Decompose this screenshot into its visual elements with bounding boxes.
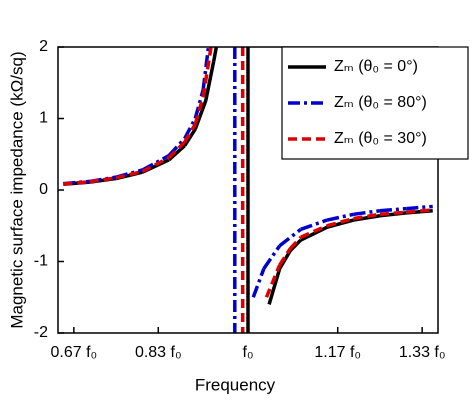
line-segment: [251, 268, 266, 298]
legend-label: Zₘ (θ₀ = 80°): [334, 94, 427, 111]
y-tick-label: 1: [39, 110, 48, 127]
line-segment: [406, 208, 433, 214]
y-tick-label: 0: [39, 181, 48, 198]
line-segment: [353, 212, 381, 221]
line-segment: [326, 216, 355, 228]
line-segment: [193, 96, 205, 125]
line-segment: [167, 140, 186, 160]
line-segment: [379, 206, 407, 213]
line-segment: [267, 268, 282, 305]
x-tick-label: f₀: [242, 344, 253, 361]
x-axis-label: Frequency: [195, 375, 276, 394]
line-segment: [211, 46, 219, 62]
y-axis-label: Magnetic surface impedance (kΩ/sq): [7, 51, 26, 328]
x-tick-label: 1.33 f₀: [399, 344, 446, 361]
line-segment: [379, 210, 407, 217]
x-tick-label: 0.83 f₀: [135, 344, 182, 361]
line-segment: [262, 244, 282, 270]
line-segment: [326, 212, 354, 222]
legend-label: Zₘ (θ₀ = 0°): [334, 58, 418, 75]
line-segment: [300, 218, 328, 231]
line-segment: [353, 209, 381, 217]
legend-label: Zₘ (θ₀ = 30°): [334, 130, 427, 147]
y-tick-label: -1: [34, 253, 48, 270]
line-segment: [278, 247, 292, 267]
line-segment: [201, 46, 213, 98]
line-segment: [63, 180, 90, 186]
line-segment: [300, 224, 328, 239]
x-tick-label: 0.67 f₀: [50, 344, 97, 361]
line-segment: [300, 225, 328, 242]
line-segment: [115, 169, 143, 180]
line-segment: [278, 227, 302, 248]
y-tick-label: -2: [34, 324, 48, 341]
y-tick-label: 2: [39, 38, 48, 55]
plot-frame: [57, 46, 439, 334]
line-segment: [288, 236, 303, 250]
line-segment: [193, 100, 208, 130]
line-segment: [141, 156, 170, 173]
line-segment: [264, 264, 282, 298]
line-segment: [89, 176, 117, 184]
line-segment: [204, 60, 216, 101]
x-tick-label: 1.17 f₀: [314, 344, 361, 361]
line-segment: [406, 204, 433, 211]
line-segment: [183, 128, 197, 147]
line-segment: [183, 117, 197, 140]
line-segment: [183, 123, 197, 143]
